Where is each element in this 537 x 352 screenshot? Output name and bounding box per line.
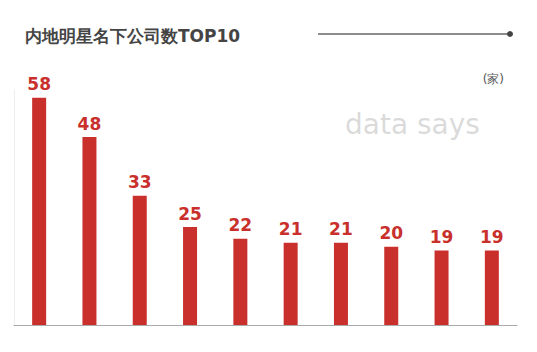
svg-text:22: 22 xyxy=(229,215,253,235)
svg-text:(家): (家) xyxy=(483,72,504,86)
svg-text:19: 19 xyxy=(430,227,454,247)
svg-text:58: 58 xyxy=(27,74,51,94)
svg-text:内地明星名下公司数TOP10: 内地明星名下公司数TOP10 xyxy=(25,26,240,46)
svg-text:48: 48 xyxy=(78,114,102,134)
svg-text:19: 19 xyxy=(480,227,504,247)
svg-text:21: 21 xyxy=(279,219,303,239)
svg-text:25: 25 xyxy=(178,204,202,224)
svg-text:20: 20 xyxy=(379,223,403,243)
svg-text:33: 33 xyxy=(128,172,152,192)
svg-text:data says: data says xyxy=(345,108,480,141)
svg-text:21: 21 xyxy=(329,219,353,239)
